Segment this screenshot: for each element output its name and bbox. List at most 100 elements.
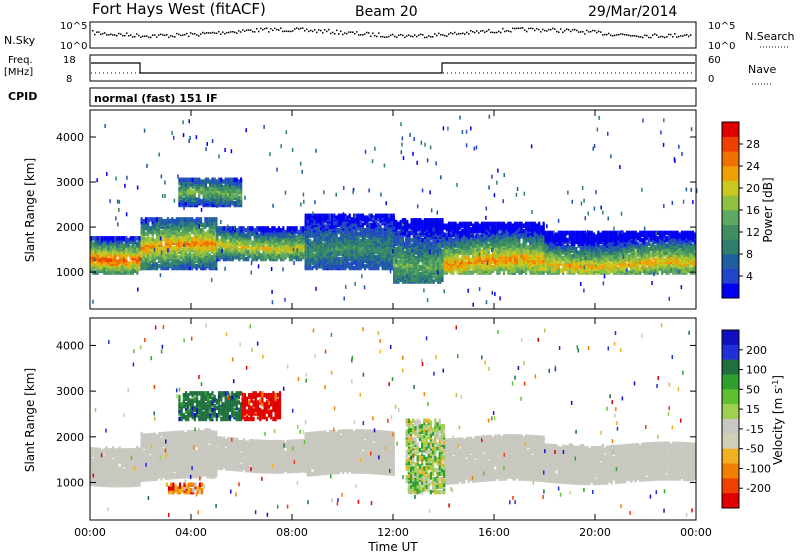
power-cell: [275, 227, 278, 233]
power-cell: [408, 246, 411, 252]
nsky-point: [224, 32, 226, 35]
power-cell: [419, 264, 422, 270]
nsky-point: [402, 34, 404, 37]
power-cell: [244, 233, 248, 238]
power-cell: [197, 256, 200, 262]
power-cell: [337, 236, 340, 242]
power-cell: [393, 218, 396, 223]
power-cell: [489, 221, 492, 227]
power-cell: [136, 241, 139, 246]
nsky-point: [628, 34, 630, 36]
nsky-point: [478, 32, 480, 34]
power-cell: [432, 237, 435, 243]
power-cell: [211, 190, 214, 195]
power-cell: [397, 230, 400, 236]
nsky-point: [630, 35, 632, 37]
power-cell: [186, 217, 189, 222]
power-cell: [109, 245, 112, 250]
power-cell: [202, 193, 205, 199]
nsky-point: [424, 36, 426, 39]
power-cell: [397, 245, 400, 250]
nsky-point: [302, 27, 304, 29]
nsky-point: [584, 33, 586, 35]
power-cell: [388, 247, 391, 253]
power-cell: [437, 218, 440, 223]
nsky-point: [690, 34, 692, 36]
power-cell: [317, 244, 321, 249]
power-cell: [144, 231, 148, 237]
power-cell: [210, 240, 214, 246]
power-cell: [195, 184, 199, 190]
power-cell: [454, 266, 457, 272]
power-cell: [317, 256, 321, 262]
power-cell: [404, 241, 407, 246]
power-cell: [184, 177, 188, 183]
power-cell: [439, 246, 442, 252]
power-cell: [177, 224, 181, 229]
nsky-point: [526, 30, 528, 33]
nsky-point: [344, 32, 346, 34]
nsky-point: [550, 28, 552, 31]
nsky-point: [354, 33, 356, 35]
power-cell: [193, 218, 196, 224]
nsky-point: [222, 31, 224, 34]
nsky-point: [112, 34, 114, 36]
power-cell: [180, 199, 183, 204]
nsky-point: [104, 32, 106, 34]
power-cell: [209, 188, 212, 193]
power-cell: [393, 257, 396, 263]
power-cell: [90, 263, 93, 268]
power-cell: [437, 243, 440, 248]
power-cell: [456, 257, 459, 263]
power-cell: [134, 243, 137, 248]
nsky-point: [266, 27, 268, 30]
power-cell: [441, 228, 444, 234]
power-cell: [432, 218, 435, 223]
power-cell: [131, 263, 134, 268]
power-cell: [304, 254, 307, 260]
power-cell: [211, 202, 214, 208]
power-cell: [271, 247, 274, 253]
power-cell: [191, 258, 194, 264]
power-cell: [357, 236, 360, 242]
power-cell: [182, 236, 185, 242]
power-cell: [306, 218, 310, 224]
power-cell: [375, 262, 378, 267]
power-cell: [383, 253, 387, 258]
power-cell: [242, 231, 245, 237]
nsky-point: [562, 31, 564, 34]
power-cell: [90, 259, 93, 264]
power-cell: [173, 245, 176, 251]
date-label: 29/Mar/2014: [588, 4, 677, 20]
nsky-point: [418, 34, 420, 37]
power-cell: [269, 227, 272, 233]
power-cell: [410, 218, 413, 223]
nsky-point: [516, 27, 518, 30]
power-cell: [421, 227, 424, 232]
power-cell: [421, 237, 424, 243]
power-cell: [344, 227, 347, 233]
power-cell: [217, 177, 221, 183]
power-cell: [317, 226, 321, 231]
power-cell: [421, 219, 424, 225]
power-cell: [364, 240, 367, 246]
nsky-point: [216, 32, 218, 35]
power-cell: [437, 252, 440, 257]
power-cell: [210, 217, 214, 222]
power-cell: [129, 245, 132, 250]
nsky-point: [268, 31, 270, 33]
power-cell: [173, 263, 176, 269]
power-cell: [306, 213, 310, 219]
nsky-point: [174, 36, 176, 38]
power-cell: [450, 243, 453, 248]
power-cell: [399, 268, 402, 273]
power-cell: [229, 253, 232, 258]
nsky-point: [254, 31, 256, 33]
nsky-point: [128, 35, 130, 37]
power-cell: [390, 220, 393, 226]
power-cell: [469, 221, 473, 227]
power-cell: [195, 244, 198, 249]
power-cell: [302, 226, 305, 231]
power-cell: [426, 230, 429, 236]
nsky-point: [500, 31, 502, 34]
